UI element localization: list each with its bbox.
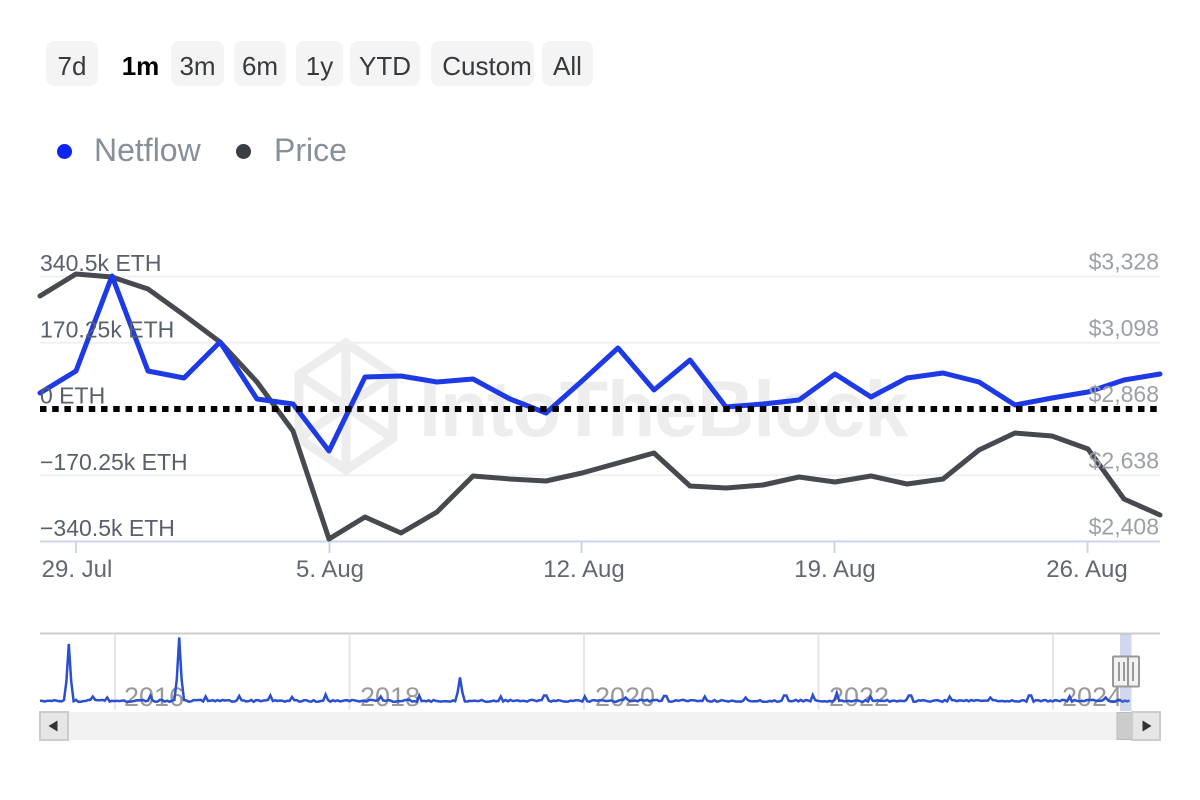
svg-text:0 ETH: 0 ETH: [40, 383, 105, 409]
svg-text:170.25k ETH: 170.25k ETH: [40, 316, 174, 342]
svg-text:2024: 2024: [1062, 682, 1122, 712]
svg-text:$2,408: $2,408: [1089, 514, 1159, 540]
svg-text:$2,638: $2,638: [1089, 447, 1159, 473]
svg-text:2018: 2018: [360, 682, 420, 712]
svg-text:$3,328: $3,328: [1089, 249, 1159, 275]
svg-text:−340.5k ETH: −340.5k ETH: [40, 515, 175, 541]
svg-text:−170.25k ETH: −170.25k ETH: [40, 449, 188, 475]
svg-text:$2,868: $2,868: [1089, 381, 1159, 407]
svg-text:$3,098: $3,098: [1089, 315, 1159, 341]
svg-text:29. Jul: 29. Jul: [42, 556, 113, 583]
svg-text:19. Aug: 19. Aug: [794, 556, 875, 583]
svg-text:340.5k ETH: 340.5k ETH: [40, 250, 161, 276]
svg-text:12. Aug: 12. Aug: [543, 556, 624, 583]
svg-text:26. Aug: 26. Aug: [1046, 556, 1127, 583]
svg-text:5. Aug: 5. Aug: [296, 556, 364, 583]
